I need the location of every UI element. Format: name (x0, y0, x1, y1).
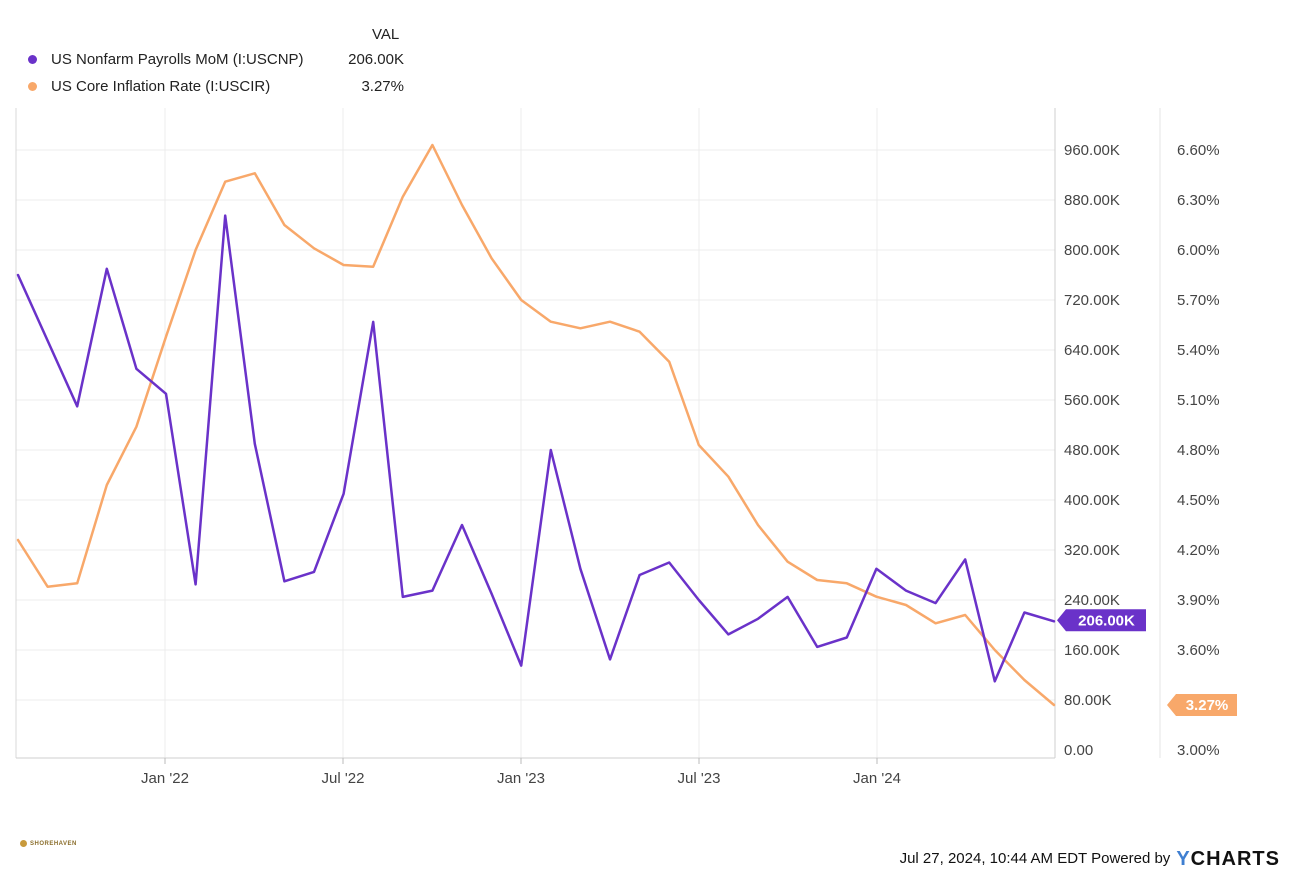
chart-grid (16, 108, 1055, 758)
left-tick-label: 960.00K (1064, 142, 1120, 159)
right-tick-label: 6.60% (1177, 142, 1220, 159)
right-tick-label: 5.40% (1177, 342, 1220, 359)
ycharts-logo-rest: CHARTS (1190, 848, 1280, 870)
left-tick-label: 80.00K (1064, 692, 1112, 709)
footer-timestamp: Jul 27, 2024, 10:44 AM EDT Powered by (899, 850, 1171, 867)
left-tick-label: 0.00 (1064, 742, 1093, 759)
footer: Jul 27, 2024, 10:44 AM EDT Powered by YCH… (900, 848, 1280, 871)
x-tick-label: Jan '24 (853, 770, 901, 787)
left-tick-label: 160.00K (1064, 642, 1120, 659)
left-tick-label: 640.00K (1064, 342, 1120, 359)
legend-value-inflation: 3.27% (361, 78, 404, 95)
legend-dot-payrolls-icon (28, 54, 37, 64)
left-tick-label: 400.00K (1064, 492, 1120, 509)
last-value-tag-payrolls: 206.00K (1057, 609, 1146, 632)
right-tick-label: 4.20% (1177, 542, 1220, 559)
series-line-inflation[interactable] (16, 143, 1056, 707)
ycharts-logo-y: Y (1176, 848, 1191, 870)
x-tick-label: Jul '22 (322, 770, 365, 787)
plot-frame (15, 108, 1161, 759)
ycharts-logo[interactable]: YCHARTS (1176, 848, 1280, 870)
x-tick-label: Jan '22 (141, 770, 189, 787)
x-axis: Jan '22 Jul '22 Jan '23 Jul '23 Jan '24 (141, 758, 901, 787)
shorehaven-mark-icon (20, 840, 27, 847)
last-value-tag-inflation: 3.27% (1167, 694, 1237, 716)
last-value-tags: 3.27% 206.00K (1057, 609, 1237, 716)
legend: VAL US Nonfarm Payrolls MoM (I:USCNP) 20… (0, 0, 420, 110)
left-tick-label: 240.00K (1064, 592, 1120, 609)
left-tick-label: 720.00K (1064, 292, 1120, 309)
right-tick-label: 5.70% (1177, 292, 1220, 309)
legend-dot-inflation-icon (28, 81, 37, 91)
right-tick-label: 6.00% (1177, 242, 1220, 259)
legend-item-payrolls[interactable]: US Nonfarm Payrolls MoM (I:USCNP) (28, 51, 304, 68)
right-tick-label: 3.00% (1177, 742, 1220, 759)
left-axis: 0.00 80.00K 160.00K 240.00K 320.00K 400.00K 48… (1064, 142, 1120, 759)
legend-item-inflation[interactable]: US Core Inflation Rate (I:USCIR) (28, 78, 270, 95)
left-tick-label: 560.00K (1064, 392, 1120, 409)
left-tick-label: 480.00K (1064, 442, 1120, 459)
right-tick-label: 3.60% (1177, 642, 1220, 659)
left-tick-label: 880.00K (1064, 192, 1120, 209)
last-value-text: 206.00K (1078, 612, 1135, 629)
series-line-payrolls[interactable] (16, 214, 1056, 683)
right-tick-label: 5.10% (1177, 392, 1220, 409)
right-tick-label: 3.90% (1177, 592, 1220, 609)
legend-label-payrolls: US Nonfarm Payrolls MoM (I:USCNP) (51, 51, 304, 68)
right-axis: 3.00%3.30%3.60%3.90%4.20%4.50%4.80%5.10%… (1177, 142, 1220, 759)
x-tick-label: Jan '23 (497, 770, 545, 787)
series-layer (16, 143, 1056, 707)
legend-label-inflation: US Core Inflation Rate (I:USCIR) (51, 78, 271, 95)
right-tick-label: 4.80% (1177, 442, 1220, 459)
shorehaven-logo: SHOREHAVEN (20, 840, 77, 847)
left-tick-label: 320.00K (1064, 542, 1120, 559)
legend-value-payrolls: 206.00K (348, 51, 404, 68)
right-tick-label: 6.30% (1177, 192, 1220, 209)
shorehaven-logo-text: SHOREHAVEN (30, 841, 77, 848)
last-value-text: 3.27% (1186, 697, 1229, 714)
left-tick-label: 800.00K (1064, 242, 1120, 259)
right-tick-label: 4.50% (1177, 492, 1220, 509)
x-tick-label: Jul '23 (678, 770, 721, 787)
legend-header: VAL (372, 26, 400, 43)
